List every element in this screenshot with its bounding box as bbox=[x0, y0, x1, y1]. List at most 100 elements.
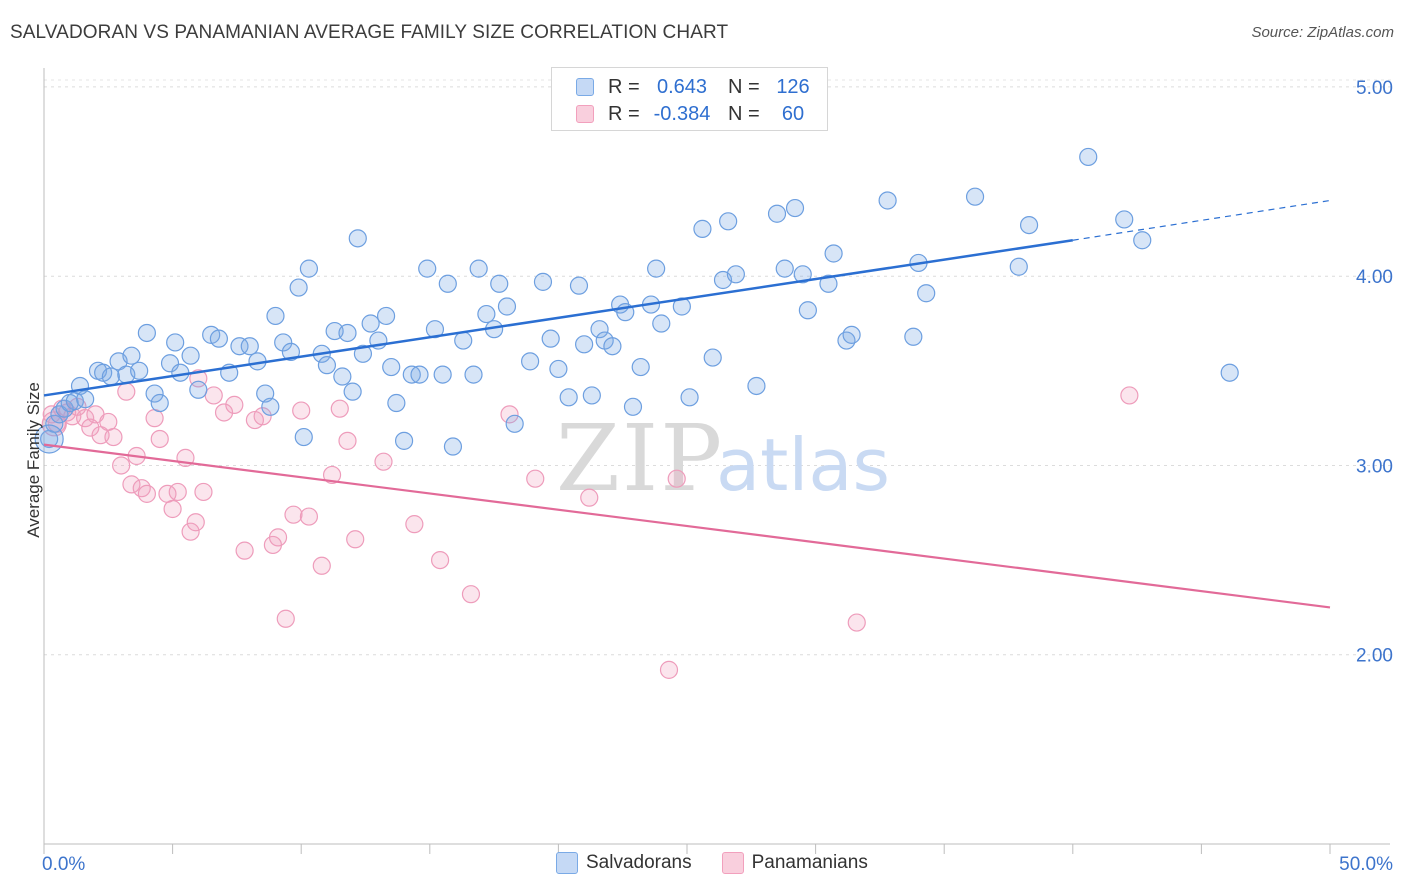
salvadoran-point bbox=[376, 306, 396, 326]
salvadoran-point bbox=[55, 399, 74, 418]
panamanian-point bbox=[132, 479, 151, 498]
x-tick-label: 50.0% bbox=[1339, 854, 1393, 875]
salvadoran-point bbox=[101, 367, 120, 386]
salvadoran-point bbox=[181, 346, 200, 365]
source-label: Source: ZipAtlas.com bbox=[1251, 24, 1394, 41]
salvadoran-point bbox=[433, 365, 452, 384]
panamanian-point bbox=[430, 550, 450, 570]
salvadoran-point bbox=[387, 393, 406, 413]
panamanian-point bbox=[214, 403, 234, 422]
y-tick-label: 4.00 bbox=[1356, 267, 1393, 288]
salvadoran-point bbox=[541, 329, 560, 348]
salvadoran-swatch-icon bbox=[576, 78, 594, 96]
salvadoran-point bbox=[965, 187, 985, 206]
panamanian-point bbox=[163, 499, 182, 519]
panamanian-point bbox=[526, 469, 545, 488]
salvadoran-point bbox=[1220, 363, 1239, 382]
salvadoran-point bbox=[464, 365, 483, 384]
panamanian-swatch-icon bbox=[576, 105, 594, 123]
salvadoran-legend-icon bbox=[556, 852, 578, 874]
salvadoran-point bbox=[137, 323, 156, 343]
chart-title: SALVADORAN VS PANAMANIAN AVERAGE FAMILY … bbox=[10, 22, 729, 43]
salvadoran-point bbox=[505, 414, 524, 433]
salvadoran-point bbox=[76, 390, 95, 409]
salvadoran-point bbox=[353, 344, 373, 363]
salvadoran-point bbox=[438, 274, 457, 293]
panamanian-trend-line bbox=[43, 443, 1331, 609]
panamanian-point bbox=[405, 515, 424, 534]
series-legend: Salvadorans Panamanians bbox=[556, 852, 898, 874]
salvadoran-point bbox=[582, 386, 601, 405]
panamanian-point bbox=[312, 556, 331, 575]
salvadoran-point bbox=[767, 204, 787, 223]
salvadoran-point bbox=[317, 356, 337, 375]
salvadoran-point bbox=[680, 388, 699, 407]
salvadoran-point bbox=[274, 333, 293, 352]
salvadoran-point bbox=[50, 405, 69, 424]
salvadoran-point bbox=[603, 337, 622, 356]
panamanian-point bbox=[204, 386, 223, 405]
panamanian-point bbox=[168, 482, 187, 502]
salvadoran-point bbox=[575, 335, 594, 354]
salvadoran-point bbox=[1009, 257, 1028, 276]
panamanian-point bbox=[667, 469, 686, 488]
salvadoran-point bbox=[289, 278, 308, 297]
salvadoran-point bbox=[623, 397, 643, 416]
salvadoran-point bbox=[497, 297, 517, 316]
panamanian-point bbox=[284, 505, 303, 524]
panamanian-point bbox=[1120, 386, 1139, 405]
salvadoran-point bbox=[261, 397, 280, 416]
salvadoran-point bbox=[338, 323, 357, 343]
panamanian-point bbox=[500, 405, 519, 424]
salvadoran-point bbox=[1133, 231, 1152, 250]
salvadoran-point bbox=[1079, 147, 1098, 167]
watermark-atlas: atlas bbox=[716, 423, 890, 507]
salvadoran-point bbox=[719, 212, 738, 231]
salvadoran-point bbox=[418, 259, 437, 278]
panamanian-point bbox=[145, 409, 164, 428]
panamanian-point bbox=[194, 482, 213, 502]
legend-row-panamanians: R = -0.384 N = 60 bbox=[576, 101, 818, 127]
panamanian-point bbox=[330, 399, 349, 418]
watermark: ZIP atlas bbox=[556, 405, 890, 512]
salvadoran-point bbox=[726, 265, 745, 284]
salvadoran-point bbox=[469, 259, 488, 278]
salvadoran-point bbox=[775, 259, 794, 278]
salvadoran-point bbox=[631, 357, 650, 377]
y-tick-label: 2.00 bbox=[1356, 646, 1393, 667]
salvadoran-point bbox=[477, 304, 496, 324]
salvadoran-point bbox=[240, 337, 259, 356]
legend-n-label: N = bbox=[728, 102, 760, 125]
salvadoran-point bbox=[793, 265, 812, 284]
salvadoran-point bbox=[1115, 210, 1134, 229]
salvadoran-point bbox=[785, 198, 805, 218]
salvadoran-point bbox=[747, 376, 766, 396]
y-tick-label: 3.00 bbox=[1356, 456, 1393, 477]
salvadoran-point bbox=[348, 229, 367, 248]
watermark-zip: ZIP bbox=[556, 405, 724, 512]
panamanian-point bbox=[150, 429, 169, 449]
salvadoran-point bbox=[590, 320, 609, 339]
salvadoran-point bbox=[166, 333, 185, 352]
salvadoran-point bbox=[904, 327, 923, 346]
salvadoran-point bbox=[1019, 215, 1039, 235]
legend-r-label: R = bbox=[608, 75, 640, 98]
panamanian-point bbox=[659, 660, 679, 679]
panamanian-point bbox=[322, 465, 342, 485]
salvadoran-point bbox=[130, 361, 149, 380]
salvadoran-trend-extension bbox=[1072, 199, 1331, 241]
grid-lines bbox=[44, 79, 1392, 656]
salvadoran-point bbox=[842, 325, 861, 344]
salvadoran-point bbox=[150, 393, 169, 413]
salvadoran-point bbox=[917, 284, 936, 303]
salvadoran-trend-line bbox=[43, 238, 1073, 397]
salvadoran-point bbox=[559, 388, 578, 407]
panamanian-point bbox=[99, 412, 118, 432]
panamanian-point bbox=[461, 585, 481, 604]
salvadoran-point bbox=[361, 314, 380, 333]
panamanian-point bbox=[137, 484, 156, 503]
salvadoran-point bbox=[647, 259, 666, 278]
salvadoran-point bbox=[652, 314, 671, 333]
salvadoran-point bbox=[533, 272, 553, 291]
